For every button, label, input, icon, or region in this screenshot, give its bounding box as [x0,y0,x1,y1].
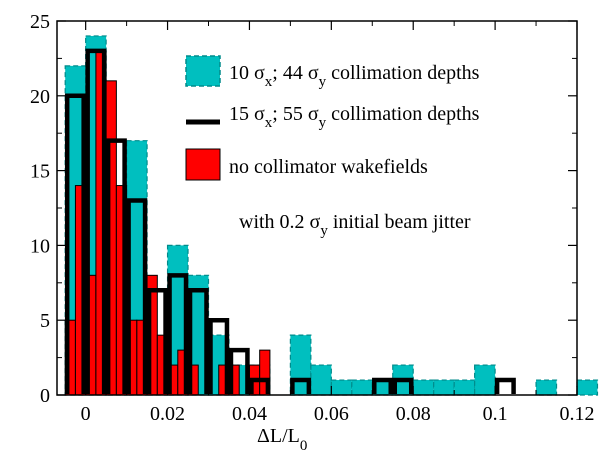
x-tick-label-5: 0.1 [483,403,508,425]
annotation-beam-jitter: with 0.2 σy initial beam jitter [239,211,471,239]
x-tick-label-6: 0.12 [560,403,595,425]
axis-tick-labels: 0 0.02 0.04 0.06 0.08 0.1 0.12 0 5 10 15 20 25 [30,11,595,425]
bar-cyan-17 [412,379,435,396]
bar-outline-9 [249,377,271,394]
legend-label-red: no collimator wakefields [229,156,428,178]
x-tick-label-1: 0.02 [150,403,185,425]
bar-outline-11 [290,377,312,394]
series-red-bars [64,50,271,396]
bar-outline-2 [105,138,127,394]
x-tick-label-2: 0.04 [232,403,267,425]
legend-swatch-cyan [185,55,221,87]
bar-outline-6 [187,288,209,394]
x-tick-label-0: 0 [81,403,91,425]
x-tick-label-3: 0.06 [314,403,349,425]
legend-swatch-red [185,148,221,181]
bar-cyan-18 [433,379,455,396]
legend: 10 σx; 44 σy collimation depths 15 σx; 5… [185,55,480,239]
legend-label-cyan: 10 σx; 44 σy collimation depths [229,62,480,90]
legend-label-black: 15 σx; 55 σy collimation depths [229,103,480,131]
y-tick-label-1: 5 [40,310,50,332]
y-tick-label-0: 0 [40,385,50,407]
y-tick-label-3: 15 [30,161,50,183]
y-tick-label-4: 20 [30,86,50,108]
bar-outline-16 [392,377,414,394]
bar-outline-7 [208,317,230,394]
x-axis-label: ΔL/L0 [257,425,307,451]
bar-outline-8 [228,347,250,394]
axis-ticks [57,20,578,396]
y-tick-label-2: 10 [30,235,50,257]
bar-cyan-19 [453,379,476,396]
bar-outline-0 [64,93,86,394]
bar-outline-4 [146,288,168,394]
bar-outline-3 [126,198,148,394]
bar-cyan-20 [474,364,496,396]
bar-cyan-13 [330,379,353,396]
bar-cyan-25 [576,379,599,396]
bar-cyan-12 [310,364,332,396]
series-black-outline [64,48,516,394]
x-tick-label-4: 0.08 [396,403,431,425]
bar-outline-5 [167,273,189,394]
bar-outline-15 [372,377,393,394]
bar-cyan-23 [535,379,558,396]
bar-outline-21 [494,377,516,394]
bar-outline-1 [85,48,107,394]
y-tick-label-5: 25 [30,11,50,33]
bar-cyan-14 [351,379,373,396]
